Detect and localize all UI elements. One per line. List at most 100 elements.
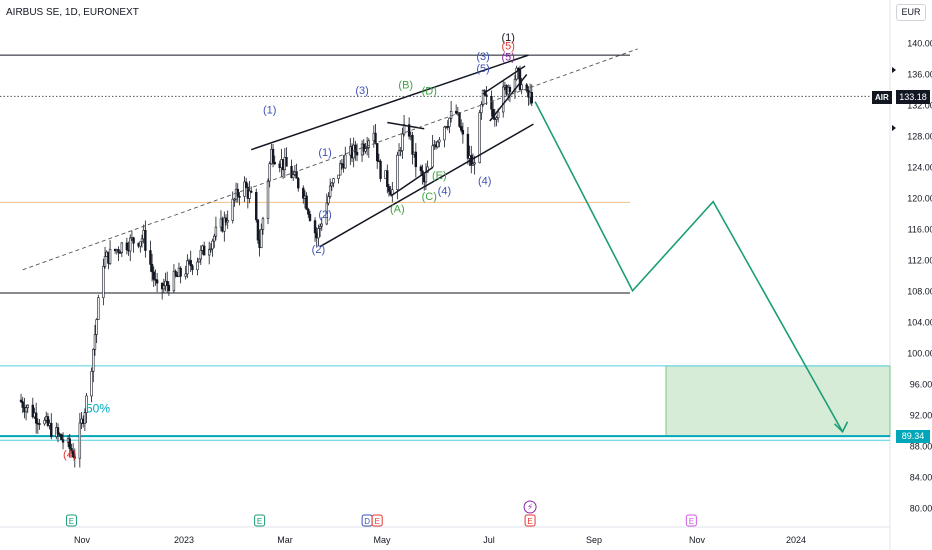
candle-body — [328, 185, 332, 197]
candle-body — [117, 249, 120, 253]
candle-body — [308, 213, 312, 221]
chart-title: AIRBUS SE, 1D, EURONEXT — [6, 7, 139, 18]
candle-body — [266, 180, 270, 219]
candle-body — [396, 154, 399, 190]
candle-body — [233, 198, 236, 201]
candle-body — [213, 235, 216, 242]
candle-body — [38, 423, 41, 425]
candle-body — [166, 280, 169, 286]
bolt-marker — [523, 500, 537, 514]
event-marker-label: E — [527, 517, 532, 526]
candle-body — [255, 191, 258, 221]
candle-body — [355, 151, 359, 156]
last-price-tag: 133.18 — [896, 90, 930, 104]
candle-body — [375, 143, 379, 162]
trendline — [250, 54, 529, 151]
y-tick-label: 116.00 — [908, 225, 932, 235]
price-axis-marker — [892, 67, 896, 73]
candle-body — [97, 297, 100, 320]
candle-body — [337, 174, 340, 179]
currency-button[interactable]: EUR — [896, 4, 926, 21]
candle-body — [318, 225, 322, 229]
candle-body — [34, 412, 38, 424]
candle-body — [397, 150, 401, 156]
x-tick-label: Jul — [483, 535, 495, 545]
candle-body — [271, 148, 275, 163]
candle-body — [231, 198, 234, 221]
candle-body — [43, 420, 46, 425]
candle-body — [118, 252, 122, 254]
candle-body — [60, 434, 63, 440]
candle-body — [102, 266, 105, 298]
candle-body — [386, 170, 389, 187]
wave-label: (4) — [63, 449, 76, 461]
candle-body — [424, 171, 428, 183]
y-tick-label: 128.00 — [907, 132, 932, 142]
candle-body — [172, 270, 176, 292]
candle-body — [448, 117, 451, 127]
candle-body — [209, 248, 213, 251]
y-tick-label: 120.00 — [907, 194, 932, 204]
level-price-tag: 89.34 — [896, 430, 930, 443]
candle-body — [202, 245, 206, 256]
wave-label: (3) — [476, 51, 489, 63]
x-tick-label: 2023 — [174, 535, 194, 545]
x-tick-label: Nov — [689, 535, 706, 545]
candle-body — [454, 111, 458, 114]
candle-body — [332, 178, 335, 184]
candle-body — [513, 78, 517, 93]
candle-body — [367, 140, 370, 148]
candle-body — [459, 126, 463, 131]
candle-body — [325, 202, 328, 225]
event-marker — [685, 514, 697, 527]
candle-body — [387, 186, 391, 192]
candle-body — [431, 145, 434, 168]
wave-label: (5) — [502, 41, 515, 53]
y-tick-label: 124.00 — [907, 163, 932, 173]
candle-body — [313, 220, 317, 234]
wave-label: (2) — [318, 209, 331, 221]
dashed-trendline — [22, 48, 638, 271]
x-tick-label: Mar — [277, 535, 293, 545]
projection-line — [534, 101, 844, 433]
wave-label: (B) — [398, 79, 413, 91]
candle-body — [78, 422, 82, 459]
candle-body — [399, 150, 402, 152]
event-marker — [524, 514, 536, 527]
candle-body — [327, 196, 330, 204]
candle-body — [285, 157, 288, 167]
candle-body — [466, 133, 470, 159]
wave-label: (1) — [263, 104, 276, 116]
candle-body — [481, 90, 485, 105]
wave-label: (3) — [355, 85, 368, 97]
candle-body — [167, 285, 171, 292]
x-tick-label: 2024 — [786, 535, 806, 545]
candle-body — [305, 195, 308, 210]
candle-body — [480, 104, 483, 114]
candle-body — [139, 241, 142, 247]
candle-body — [73, 456, 77, 459]
x-tick-label: May — [373, 535, 391, 545]
candle-body — [379, 160, 382, 179]
candle-body — [120, 242, 124, 253]
target-zone — [665, 365, 891, 437]
x-tick-label: Sep — [586, 535, 602, 545]
candle-body — [214, 226, 218, 237]
candle-body — [125, 242, 129, 251]
candle-body — [250, 190, 253, 193]
candle-body — [50, 422, 53, 437]
candle-body — [339, 163, 342, 176]
candle-body — [129, 237, 132, 252]
candle-body — [260, 229, 263, 248]
candle-body — [162, 285, 166, 290]
candle-body — [330, 182, 334, 187]
trendline — [319, 123, 534, 248]
candle-body — [90, 371, 93, 397]
candle-body — [290, 166, 293, 179]
candle-body — [485, 94, 488, 97]
candle-body — [473, 162, 476, 165]
candle-body — [364, 148, 367, 152]
candle-body — [411, 135, 414, 155]
